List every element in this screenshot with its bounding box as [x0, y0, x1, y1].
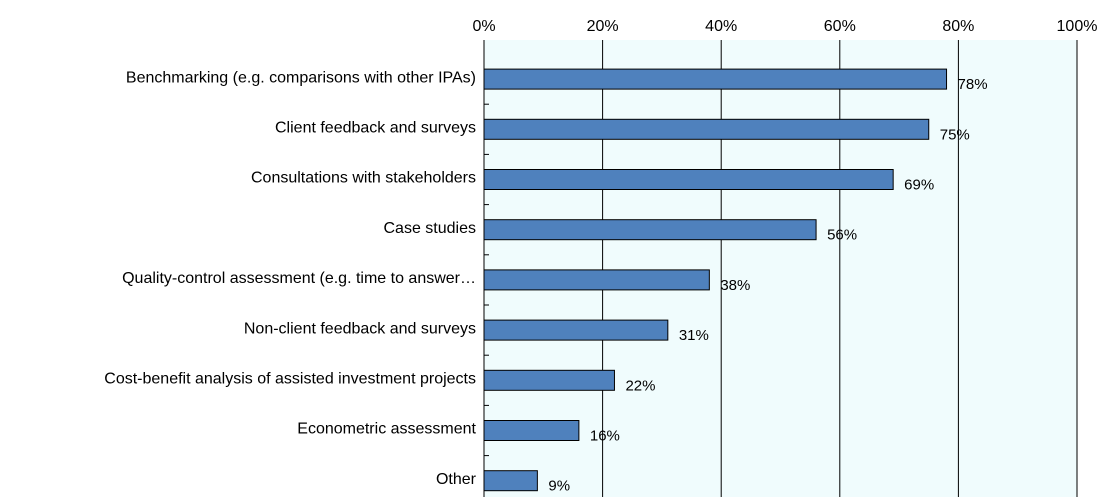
x-tick-label: 20% — [587, 18, 619, 35]
value-label: 22% — [625, 377, 655, 394]
x-tick-label: 60% — [824, 18, 856, 35]
y-tick-label: Benchmarking (e.g. comparisons with othe… — [126, 69, 476, 86]
y-tick-label: Cost-benefit analysis of assisted invest… — [104, 371, 476, 388]
bar — [483, 369, 615, 391]
value-label: 69% — [904, 176, 934, 193]
bar — [483, 319, 669, 341]
value-label: 75% — [940, 126, 970, 143]
value-label: 38% — [720, 277, 750, 294]
y-tick-label: Econometric assessment — [297, 421, 476, 438]
y-tick-label: Client feedback and surveys — [275, 120, 476, 137]
y-tick-label: Quality-control assessment (e.g. time to… — [122, 270, 476, 287]
bar — [483, 169, 894, 190]
bar — [483, 68, 948, 90]
value-label: 31% — [679, 327, 709, 344]
x-tick-label: 80% — [942, 18, 974, 35]
value-label: 9% — [548, 478, 570, 495]
bar — [483, 269, 710, 291]
value-label: 56% — [827, 227, 857, 244]
x-tick-label: 0% — [472, 18, 495, 35]
y-tick-label: Case studies — [384, 220, 477, 237]
bar — [483, 219, 817, 241]
plot-area — [484, 40, 1077, 497]
y-tick-label: Non-client feedback and surveys — [244, 320, 476, 337]
value-label: 78% — [958, 76, 988, 93]
y-tick-label: Other — [436, 471, 477, 488]
x-tick-label: 40% — [705, 18, 737, 35]
x-tick-label: 100% — [1057, 18, 1098, 35]
bar — [483, 118, 930, 140]
bar — [483, 420, 580, 441]
bar — [483, 470, 538, 492]
value-label: 16% — [590, 427, 620, 444]
y-tick-label: Consultations with stakeholders — [251, 170, 476, 187]
